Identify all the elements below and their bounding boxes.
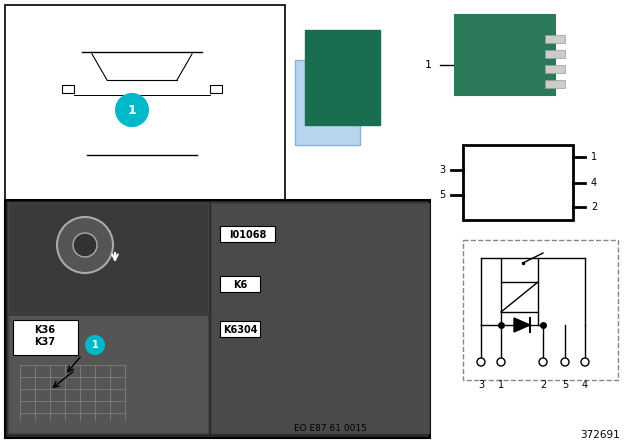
- Bar: [5, 5, 285, 200]
- Bar: [463, 145, 573, 220]
- Bar: [545, 50, 565, 58]
- Bar: [220, 321, 260, 337]
- Bar: [13, 320, 78, 355]
- Text: EO E87 61 0015: EO E87 61 0015: [294, 423, 367, 432]
- Polygon shape: [514, 318, 530, 332]
- Circle shape: [57, 217, 113, 273]
- Circle shape: [73, 233, 97, 257]
- Bar: [455, 15, 555, 95]
- Bar: [220, 276, 260, 292]
- Bar: [463, 240, 618, 380]
- Text: 5: 5: [562, 380, 568, 390]
- Bar: [211, 203, 429, 433]
- Bar: [8, 203, 208, 313]
- Text: 1: 1: [425, 60, 432, 70]
- Text: 2: 2: [540, 380, 546, 390]
- Circle shape: [497, 358, 505, 366]
- Circle shape: [539, 358, 547, 366]
- Text: 3: 3: [439, 165, 445, 175]
- Text: K6304: K6304: [223, 325, 257, 335]
- Circle shape: [581, 358, 589, 366]
- Text: 5: 5: [439, 190, 445, 200]
- Circle shape: [86, 336, 104, 354]
- Bar: [501, 282, 538, 312]
- Text: 4: 4: [582, 380, 588, 390]
- Text: 1: 1: [591, 152, 597, 162]
- Bar: [545, 80, 565, 88]
- Bar: [545, 35, 565, 43]
- Text: 2: 2: [591, 202, 597, 212]
- Text: 1: 1: [498, 380, 504, 390]
- Bar: [210, 85, 222, 93]
- Bar: [295, 60, 360, 145]
- Text: K37: K37: [35, 337, 56, 347]
- Text: K6: K6: [233, 280, 247, 290]
- Text: 1: 1: [92, 340, 99, 350]
- Bar: [8, 315, 208, 433]
- Text: K36: K36: [35, 325, 56, 335]
- Bar: [220, 226, 275, 242]
- Circle shape: [477, 358, 485, 366]
- Polygon shape: [74, 20, 210, 180]
- Circle shape: [561, 358, 569, 366]
- Bar: [305, 30, 380, 125]
- Text: 372691: 372691: [580, 430, 620, 440]
- Bar: [62, 85, 74, 93]
- Text: 1: 1: [127, 103, 136, 116]
- Text: 4: 4: [591, 178, 597, 188]
- Bar: [5, 200, 430, 438]
- Bar: [545, 65, 565, 73]
- Circle shape: [116, 94, 148, 126]
- Text: I01068: I01068: [229, 230, 266, 240]
- Text: 3: 3: [478, 380, 484, 390]
